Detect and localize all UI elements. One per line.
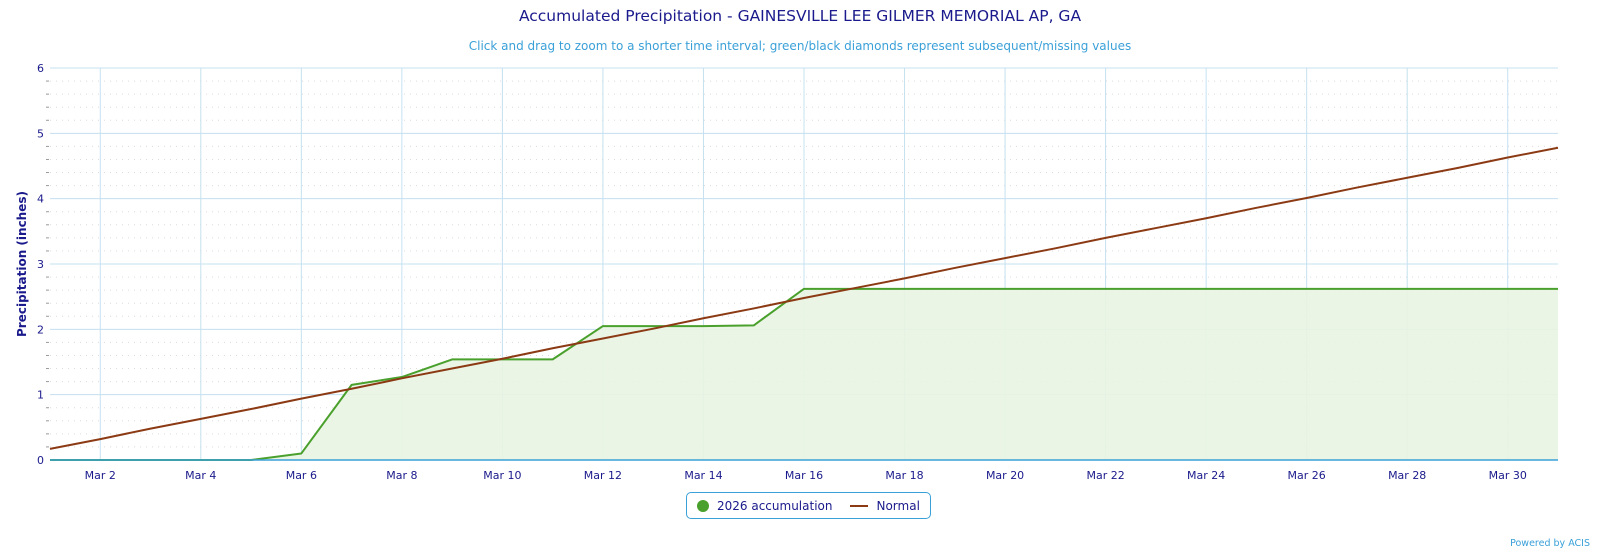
minor-grid xyxy=(46,80,1558,448)
x-tick-label: Mar 10 xyxy=(483,469,521,482)
y-tick-label: 6 xyxy=(37,62,44,75)
x-tick-label: Mar 30 xyxy=(1489,469,1527,482)
x-tick-label: Mar 6 xyxy=(286,469,317,482)
legend-item-normal[interactable]: Normal xyxy=(850,498,920,513)
brown-line-icon xyxy=(850,504,869,507)
legend-item-accumulation[interactable]: 2026 accumulation xyxy=(697,499,832,513)
x-tick-label: Mar 26 xyxy=(1288,469,1326,482)
x-tick-label: Mar 20 xyxy=(986,469,1024,482)
series-layer xyxy=(49,146,1559,461)
chart-title: Accumulated Precipitation - GAINESVILLE … xyxy=(518,7,1082,25)
axis-layer: 0 1 2 3 4 5 6 Mar 2 Mar 4 Mar 6 Mar 8 Mar 10 Mar 12 M… xyxy=(37,62,1558,482)
y-tick-label: 0 xyxy=(37,454,44,467)
x-tick-label: Mar 24 xyxy=(1187,469,1225,482)
green-circle-icon xyxy=(697,499,709,512)
x-tick-label: Mar 14 xyxy=(684,469,722,482)
legend-label-normal: Normal xyxy=(876,498,920,513)
y-axis-label: Precipitation (inches) xyxy=(15,191,29,337)
y-tick-label: 1 xyxy=(37,389,44,402)
y-tick-label: 5 xyxy=(37,127,44,140)
y-tick-label: 3 xyxy=(37,258,44,271)
x-tick-label: Mar 28 xyxy=(1388,469,1426,482)
legend-label-accumulation: 2026 accumulation xyxy=(717,498,833,513)
chart-subtitle: Click and drag to zoom to a shorter time… xyxy=(468,39,1132,53)
x-tick-label: Mar 18 xyxy=(885,469,923,482)
y-tick-label: 4 xyxy=(37,193,44,206)
y-tick-label: 2 xyxy=(37,323,44,336)
accumulation-area xyxy=(50,288,1558,460)
powered-by-acis-link[interactable]: Powered by ACIS xyxy=(1510,538,1590,549)
x-tick-label: Mar 22 xyxy=(1086,469,1124,482)
x-tick-label: Mar 12 xyxy=(584,469,622,482)
chart-legend: 2026 accumulation Normal xyxy=(686,492,931,519)
x-tick-label: Mar 2 xyxy=(85,469,116,482)
x-tick-label: Mar 8 xyxy=(386,469,417,482)
x-tick-label: Mar 16 xyxy=(785,469,823,482)
x-tick-label: Mar 4 xyxy=(185,469,216,482)
